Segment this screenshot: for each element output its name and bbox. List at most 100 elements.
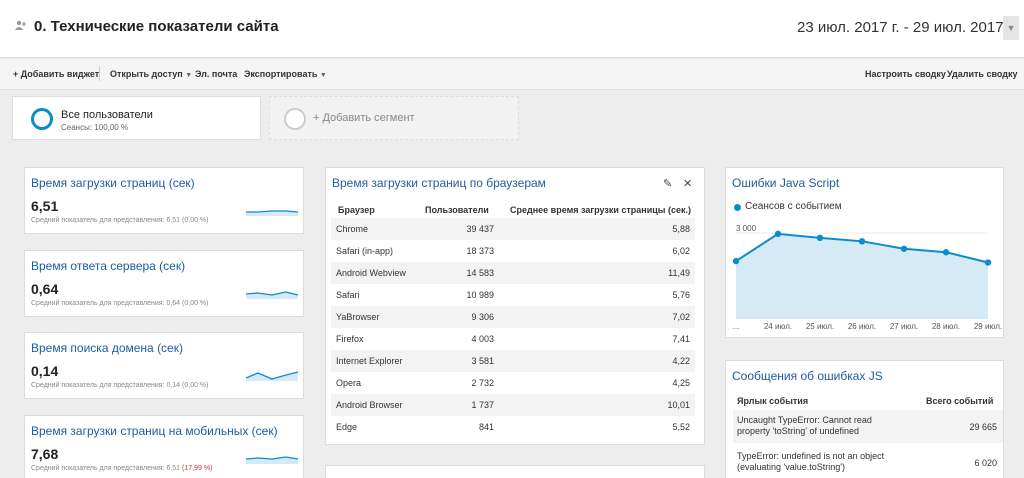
kpi-title[interactable]: Время загрузки страниц на мобильных (сек… — [31, 424, 278, 438]
users-count: 14 583 — [466, 268, 494, 278]
edit-icon[interactable]: ✎ — [663, 178, 673, 190]
kpi-card-mobile-page-load: Время загрузки страниц на мобильных (сек… — [24, 415, 304, 478]
users-count: 4 003 — [471, 334, 494, 344]
avg-load-time: 5,52 — [672, 422, 690, 432]
avg-load-time: 7,41 — [672, 334, 690, 344]
toolbar-divider — [99, 66, 100, 81]
add-segment-button[interactable]: + Добавить сегмент — [269, 96, 519, 140]
x-tick-label: 28 июл. — [932, 322, 960, 331]
date-range[interactable]: 23 июл. 2017 г. - 29 июл. 2017 г. — [797, 19, 1016, 36]
kpi-card-server-response: Время ответа сервера (сек) 0,64 Средний … — [24, 250, 304, 317]
email-button[interactable]: Эл. почта — [195, 69, 238, 79]
event-count: 6 020 — [974, 458, 997, 468]
table-row[interactable]: Android Browser 1 737 10,01 — [331, 394, 695, 416]
table-row[interactable]: Edge 841 5,52 — [331, 416, 695, 438]
share-label: Открыть доступ — [110, 69, 183, 79]
segment-all-users[interactable]: Все пользователи Сеансы: 100,00 % — [12, 96, 261, 140]
person-add-icon[interactable] — [15, 20, 29, 34]
event-label: TypeError: undefined is not an object (e… — [737, 451, 885, 472]
chevron-down-icon[interactable]: ▼ — [1003, 16, 1019, 40]
event-label: Uncaught TypeError: Cannot read property… — [737, 415, 872, 436]
table-row[interactable]: Uncaught TypeError: Cannot read property… — [733, 410, 1003, 443]
table-row[interactable]: Firefox 4 003 7,41 — [331, 328, 695, 350]
x-tick-label: 29 июл. — [974, 322, 1002, 331]
kpi-value: 6,51 — [31, 198, 59, 214]
x-tick-label: 26 июл. — [848, 322, 876, 331]
browser-name[interactable]: Opera — [336, 378, 362, 388]
series-area — [736, 233, 988, 319]
kpi-value: 0,64 — [31, 281, 59, 297]
browser-name[interactable]: Safari — [336, 290, 360, 300]
kpi-subtext-base: Средний показатель для представления: 6,… — [31, 465, 183, 472]
browser-name[interactable]: Chrome — [336, 224, 369, 234]
browser-name[interactable]: Firefox — [336, 334, 364, 344]
chevron-down-icon: ▼ — [319, 72, 327, 79]
column-header[interactable]: Среднее время загрузки страницы (сек.) — [510, 205, 691, 215]
customize-button[interactable]: Настроить сводку — [865, 69, 946, 79]
column-header[interactable]: Всего событий — [926, 396, 994, 406]
kpi-card-page-load: Время загрузки страниц (сек) 6,51 Средни… — [24, 167, 304, 234]
avg-load-time: 5,76 — [672, 290, 690, 300]
table-row[interactable]: YaBrowser 9 306 7,02 — [331, 306, 695, 328]
export-label: Экспортировать — [244, 69, 318, 79]
avg-load-time: 7,02 — [672, 312, 690, 322]
column-header[interactable]: Браузер — [338, 205, 375, 215]
table-row[interactable]: Safari (in-app) 18 373 6,02 — [331, 240, 695, 262]
legend-label: Сеансов с событием — [745, 201, 842, 212]
browser-name[interactable]: Android Webview — [336, 268, 406, 278]
browser-name[interactable]: YaBrowser — [336, 312, 380, 322]
data-point — [816, 234, 824, 242]
users-count: 10 989 — [466, 290, 494, 300]
kpi-title[interactable]: Время загрузки страниц (сек) — [31, 176, 195, 190]
browser-name[interactable]: Edge — [336, 422, 358, 432]
users-count: 18 373 — [466, 246, 494, 256]
kpi-title[interactable]: Время ответа сервера (сек) — [31, 259, 186, 273]
x-tick-label: 27 июл. — [890, 322, 918, 331]
card-title[interactable]: Время загрузки страниц по браузерам — [332, 176, 546, 190]
sparkline — [245, 456, 299, 464]
table-row[interactable]: Internet Explorer 3 581 4,22 — [331, 350, 695, 372]
table-row[interactable]: Chrome 39 437 5,88 — [331, 218, 695, 240]
card-title[interactable]: Сообщения об ошибках JS — [732, 369, 883, 383]
avg-load-time: 5,88 — [672, 224, 690, 234]
delete-button[interactable]: Удалить сводку — [947, 69, 1018, 79]
avg-load-time: 6,02 — [672, 246, 690, 256]
users-count: 39 437 — [466, 224, 494, 234]
browser-table-card: Время загрузки страниц по браузерам ✎ ✕ … — [325, 167, 705, 445]
data-point — [942, 249, 950, 256]
add-widget-button[interactable]: + Добавить виджет — [13, 69, 100, 79]
browser-name[interactable]: Safari (in-app) — [336, 246, 394, 256]
table-row[interactable]: TypeError: undefined is not an object (e… — [733, 446, 1003, 478]
segment-label: Все пользователи — [61, 109, 153, 121]
browser-name[interactable]: Android Browser — [336, 400, 403, 410]
sparkline — [245, 291, 299, 299]
add-segment-label: + Добавить сегмент — [313, 112, 415, 124]
data-point — [774, 230, 782, 238]
table-row[interactable]: Opera 2 732 4,25 — [331, 372, 695, 394]
avg-load-time: 4,22 — [672, 356, 690, 366]
segment-placeholder-icon — [284, 108, 306, 130]
event-count: 29 665 — [969, 422, 997, 432]
js-errors-chart-card: Ошибки Java Script Сеансов с событием 3 … — [725, 167, 1004, 338]
column-header[interactable]: Ярлык события — [737, 396, 809, 406]
table-row[interactable]: Safari 10 989 5,76 — [331, 284, 695, 306]
close-icon[interactable]: ✕ — [683, 178, 693, 190]
kpi-title[interactable]: Время поиска домена (сек) — [31, 341, 183, 355]
browser-name[interactable]: Internet Explorer — [336, 356, 403, 366]
y-tick-label: 3 000 — [736, 224, 757, 233]
export-button[interactable]: Экспортировать ▼ — [244, 69, 327, 79]
users-count: 2 732 — [471, 378, 494, 388]
kpi-value: 7,68 — [31, 446, 59, 462]
users-count: 9 306 — [471, 312, 494, 322]
column-header[interactable]: Пользователи — [425, 205, 489, 215]
kpi-subtext: Средний показатель для представления: 6,… — [31, 465, 212, 472]
share-button[interactable]: Открыть доступ ▼ — [110, 69, 192, 79]
data-point — [732, 257, 740, 265]
kpi-subtext: Средний показатель для представления: 0,… — [31, 382, 209, 389]
js-messages-card: Сообщения об ошибках JS Ярлык события Вс… — [725, 360, 1004, 478]
card-title[interactable]: Ошибки Java Script — [732, 176, 840, 190]
avg-load-time: 4,25 — [672, 378, 690, 388]
data-point — [984, 259, 992, 266]
page-title: 0. Технические показатели сайта — [34, 18, 279, 35]
table-row[interactable]: Android Webview 14 583 11,49 — [331, 262, 695, 284]
